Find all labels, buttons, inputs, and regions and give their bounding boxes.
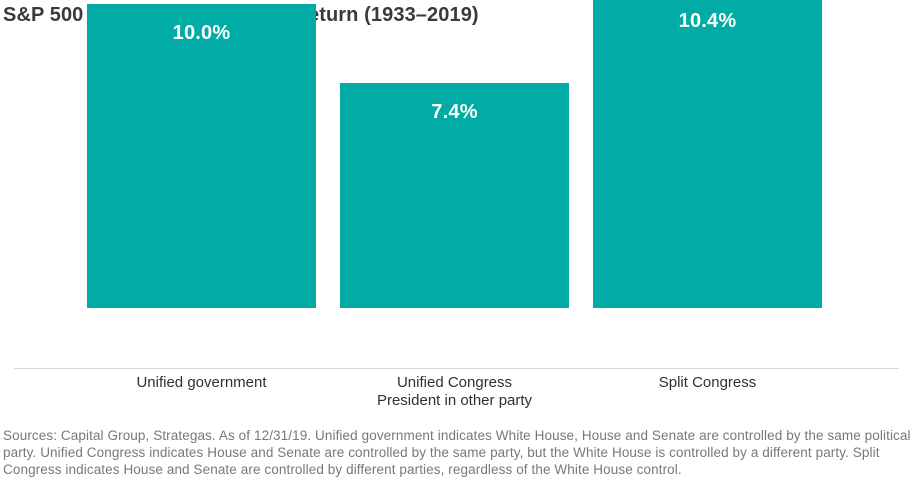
bar-unified-government: 10.0%: [87, 4, 316, 308]
bar-unified-congress: 7.4%: [340, 83, 569, 308]
source-note: Sources: Capital Group, Strategas. As of…: [3, 428, 911, 477]
bar-split-congress: 10.4%: [593, 0, 822, 308]
category-label-unified-congress: Unified Congress President in other part…: [376, 374, 533, 409]
bar-chart: S&P 500 Index average annual return (193…: [3, 0, 899, 409]
category-label-unified-government: Unified government: [136, 374, 267, 391]
bar-value-label: 10.4%: [678, 10, 737, 32]
category-label-split-congress: Split Congress: [658, 374, 757, 391]
x-axis-baseline: [14, 368, 899, 369]
bar-value-label: 10.0%: [172, 22, 231, 44]
bar-value-label: 7.4%: [431, 101, 478, 123]
